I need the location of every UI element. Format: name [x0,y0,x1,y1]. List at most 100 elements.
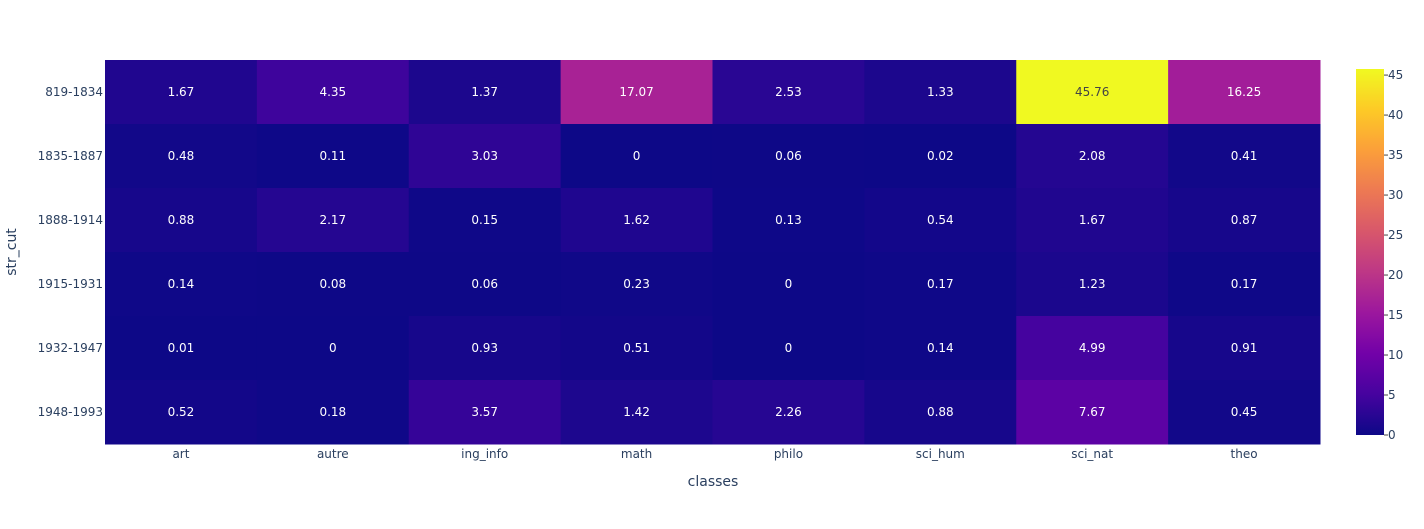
heatmap-cell [560,380,713,445]
cell-value-label: 0.88 [927,405,954,419]
colorbar-tick-label: 25 [1388,228,1403,242]
cell-value-label: 0.41 [1231,149,1258,163]
cell-value-label: 0.06 [471,277,498,291]
cell-value-label: 0.15 [471,213,498,227]
cell-value-label: 2.26 [775,405,802,419]
cell-value-label: 0.91 [1231,341,1258,355]
y-tick-label: 1932-1947 [38,341,103,355]
cell-value-label: 0 [633,149,641,163]
heatmap-cell [712,252,865,317]
heatmap-cell [864,188,1017,253]
heatmap-cell [256,124,410,189]
cell-value-label: 2.08 [1079,149,1106,163]
cell-value-label: 0.51 [623,341,650,355]
cell-value-label: 0.01 [168,341,195,355]
cell-value-label: 1.62 [623,213,650,227]
heatmap-cell [408,124,562,189]
colorbar-tick-label: 30 [1388,188,1403,202]
heatmap-cell [408,380,562,445]
heatmap-cell [1168,60,1321,125]
heatmap-cell [408,60,562,125]
heatmap-cell [712,60,865,125]
x-tick-label: theo [1231,447,1258,461]
y-tick-label: 1835-1887 [38,149,103,163]
heatmap-cell [560,252,713,317]
cell-value-label: 0.93 [471,341,498,355]
heatmap-cell [1016,60,1169,125]
heatmap-cell [1168,380,1321,445]
heatmap-cell [408,252,562,317]
cell-value-label: 0.11 [319,149,346,163]
heatmap-cell [1168,188,1321,253]
cell-value-label: 0.08 [319,277,346,291]
heatmap-cell [712,124,865,189]
cell-value-label: 1.67 [168,85,195,99]
cell-value-label: 3.57 [471,405,498,419]
cell-value-label: 1.37 [471,85,498,99]
heatmap-cell [864,124,1017,189]
y-tick-label: 1888-1914 [38,213,103,227]
heatmap-cell [1168,124,1321,189]
x-axis-ticks: art autre ing_info math philo sci_hum sci_nat t… [172,447,1257,461]
cell-value-label: 0.14 [927,341,954,355]
x-tick-label: sci_hum [916,447,965,461]
heatmap-cell [256,188,410,253]
heatmap-cell [1016,252,1169,317]
cell-value-label: 2.17 [319,213,346,227]
heatmap-cell [560,124,713,189]
colorbar-ticks: 0 5 10 15 20 25 30 35 40 45 [1384,68,1403,442]
y-axis-title: str_cut [4,228,20,276]
cell-value-label: 0.23 [623,277,650,291]
heatmap-cell [105,252,258,317]
colorbar-tick-label: 35 [1388,148,1403,162]
heatmap-cell [105,124,258,189]
cell-value-label: 7.67 [1079,405,1106,419]
heatmap-cells [105,60,1321,445]
heatmap-cell [560,60,713,125]
x-tick-label: art [172,447,189,461]
cell-value-label: 2.53 [775,85,802,99]
heatmap-cell-labels: 1.67 4.35 1.37 17.07 2.53 1.33 45.76 16.25 0.48 0… [168,85,1262,419]
y-tick-label: 1948-1993 [38,405,103,419]
cell-value-label: 0.52 [168,405,195,419]
x-axis-title: classes [688,474,739,490]
heatmap-cell [408,188,562,253]
cell-value-label: 4.99 [1079,341,1106,355]
heatmap-cell [712,316,865,381]
cell-value-label: 1.33 [927,85,954,99]
cell-value-label: 0.88 [168,213,195,227]
heatmap-cell [864,316,1017,381]
cell-value-label: 0.54 [927,213,954,227]
x-tick-label: philo [774,447,803,461]
heatmap-cell [256,316,410,381]
colorbar-tick-label: 45 [1388,68,1403,82]
heatmap-cell [560,188,713,253]
heatmap-cell [864,380,1017,445]
cell-value-label: 0 [785,277,793,291]
cell-value-label: 0.13 [775,213,802,227]
heatmap-cell [256,380,410,445]
x-tick-label: math [621,447,652,461]
y-tick-label: 1915-1931 [38,277,103,291]
heatmap-cell [560,316,713,381]
cell-value-label: 3.03 [471,149,498,163]
heatmap-cell [105,188,258,253]
heatmap-cell [864,252,1017,317]
cell-value-label: 4.35 [319,85,346,99]
heatmap-cell [256,252,410,317]
heatmap-cell [864,60,1017,125]
cell-value-label: 0.18 [319,405,346,419]
x-tick-label: autre [317,447,349,461]
heatmap-cell [712,188,865,253]
colorbar-tick-label: 0 [1388,428,1396,442]
cell-value-label: 0.02 [927,149,954,163]
cell-value-label: 16.25 [1227,85,1261,99]
heatmap-cell [1168,316,1321,381]
colorbar-tick-label: 40 [1388,108,1403,122]
colorbar-tick-label: 10 [1388,348,1403,362]
cell-value-label: 1.23 [1079,277,1106,291]
colorbar-tick-label: 15 [1388,308,1403,322]
heatmap-cell [1168,252,1321,317]
colorbar [1356,69,1384,435]
